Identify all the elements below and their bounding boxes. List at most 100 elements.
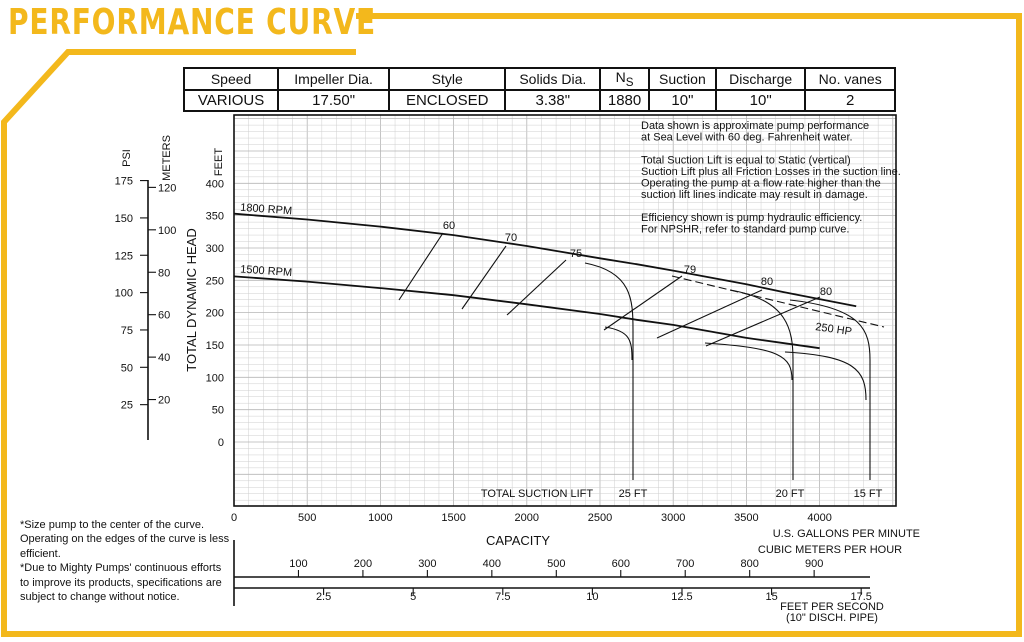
meters-tick-label: 120: [158, 182, 176, 194]
x-axis-label: CAPACITY: [486, 533, 550, 548]
specs-header-solids: Solids Dia.: [504, 67, 602, 91]
x-tick-label: 4000: [807, 512, 831, 524]
chart-note-line: For NPSHR, refer to standard pump curve.: [641, 224, 849, 236]
specs-value-solids: 3.38": [504, 88, 602, 112]
chart-note: Data shown is approximate pump performan…: [641, 120, 901, 236]
meters-axis-label: METERS: [161, 135, 173, 181]
specs-value-impeller: 17.50": [277, 88, 391, 112]
fps-tick-label: 17.5: [850, 591, 871, 603]
efficiency-line: [656, 289, 763, 339]
efficiency-line: [398, 232, 444, 301]
psi-tick-label: 50: [121, 362, 133, 374]
chart-note-line: [641, 143, 644, 155]
fps-tick-label: 2.5: [316, 591, 331, 603]
specs-value-suction: 10": [647, 88, 717, 112]
suction-lift-curve-20ft-1500: [704, 342, 793, 381]
psi-tick-label: 150: [115, 213, 133, 225]
y-tick-label: 0: [218, 437, 224, 449]
suction-lift-curve-25ft: [584, 262, 634, 480]
psi-tick-label: 25: [121, 400, 133, 412]
specs-header-impeller: Impeller Dia.: [277, 67, 391, 91]
y-tick-label: 350: [206, 211, 224, 223]
meters-tick-label: 100: [158, 225, 176, 237]
efficiency-line: [603, 275, 683, 331]
cmh-tick-label: 700: [676, 558, 694, 570]
meters-tick-label: 40: [158, 352, 170, 364]
psi-tick-label: 100: [115, 288, 133, 300]
suction-lift-curve-25ft-1500: [604, 326, 633, 361]
meters-tick-label: 20: [158, 395, 170, 407]
specs-header-style: Style: [388, 67, 507, 91]
y-tick-label: 100: [206, 372, 224, 384]
fps-tick-label: 12.5: [671, 591, 692, 603]
fps-tick-label: 5: [410, 591, 416, 603]
x-tick-label: 2500: [588, 512, 612, 524]
x-tick-label: 500: [298, 512, 316, 524]
chart-note-line: [641, 201, 644, 213]
x-tick-label: 3000: [661, 512, 685, 524]
chart-note-line: suction lift lines indicate may result i…: [641, 189, 868, 201]
series-curve-1: [233, 212, 857, 308]
efficiency-line: [506, 259, 567, 316]
x-tick-label: 0: [231, 512, 237, 524]
chart-note-line: at Sea Level with 60 deg. Fahrenheit wat…: [641, 132, 853, 144]
suction-lift-curve-20ft: [729, 289, 794, 480]
suction-lift-title: TOTAL SUCTION LIFT: [481, 488, 594, 500]
hp-line: [671, 275, 885, 328]
series-label-1500-rpm: 1500 RPM: [240, 263, 293, 279]
series-label-1800-rpm: 1800 RPM: [240, 202, 293, 218]
suction-lift-curve-15ft-1500: [784, 351, 867, 401]
specs-header-suction: Suction: [647, 67, 717, 91]
specs-header-ns: NS: [599, 67, 650, 91]
efficiency-line: [461, 245, 507, 310]
cmh-tick-label: 900: [805, 558, 823, 570]
suction-lift-curve-15ft: [789, 299, 871, 480]
x-tick-label: 1500: [441, 512, 465, 524]
y-axis-label: TOTAL DYNAMIC HEAD: [184, 228, 199, 372]
specs-table: Speed Impeller Dia. Style Solids Dia. NS…: [182, 67, 896, 112]
fps-tick-label: 7.5: [495, 591, 510, 603]
meters-tick-label: 60: [158, 310, 170, 322]
x-tick-label: 2000: [515, 512, 539, 524]
specs-header-ns-sub: S: [625, 75, 634, 89]
cmh-tick-label: 800: [740, 558, 758, 570]
specs-value-vanes: 2: [804, 88, 896, 112]
cmh-tick-label: 600: [612, 558, 630, 570]
cmh-axis-label: CUBIC METERS PER HOUR: [758, 544, 902, 556]
page-title: PERFORMANCE CURVE: [8, 2, 377, 43]
y-unit-label: FEET: [213, 148, 225, 176]
y-tick-label: 50: [212, 405, 224, 417]
y-tick-label: 200: [206, 308, 224, 320]
series-curve-2: [233, 275, 820, 350]
efficiency-line: [705, 296, 821, 347]
y-tick-label: 250: [206, 275, 224, 287]
psi-tick-label: 125: [115, 250, 133, 262]
specs-value-speed: VARIOUS: [182, 88, 280, 112]
y-tick-label: 300: [206, 243, 224, 255]
hp-label: 250 HP: [815, 321, 853, 338]
cmh-tick-label: 400: [483, 558, 501, 570]
efficiency-label: 80: [761, 276, 773, 288]
chart-note-line: Suction Lift plus all Friction Losses in…: [641, 166, 901, 178]
fps-axis-label: FEET PER SECOND: [780, 601, 884, 613]
efficiency-label: 60: [443, 220, 455, 232]
meters-tick-label: 80: [158, 267, 170, 279]
efficiency-label: 75: [570, 248, 582, 260]
specs-header-vanes: No. vanes: [804, 67, 896, 91]
specs-value-discharge: 10": [714, 88, 807, 112]
chart-note-line: Data shown is approximate pump performan…: [641, 120, 869, 132]
fps-tick-label: 10: [586, 591, 598, 603]
suction-lift-label: 20 FT: [776, 488, 805, 500]
cmh-tick-label: 200: [354, 558, 372, 570]
cmh-tick-label: 100: [289, 558, 307, 570]
footnote: *Size pump to the center of the curve. O…: [20, 518, 230, 604]
fps-axis-sublabel: (10" DISCH. PIPE): [786, 612, 878, 624]
chart-note-line: Efficiency shown is pump hydraulic effic…: [641, 212, 862, 224]
chart-note-line: Operating the pump at a flow rate higher…: [641, 178, 881, 190]
specs-header-discharge: Discharge: [714, 67, 807, 91]
suction-lift-label: 25 FT: [619, 488, 648, 500]
specs-header-ns-n: N: [615, 69, 626, 85]
suction-lift-label: 15 FT: [854, 488, 883, 500]
